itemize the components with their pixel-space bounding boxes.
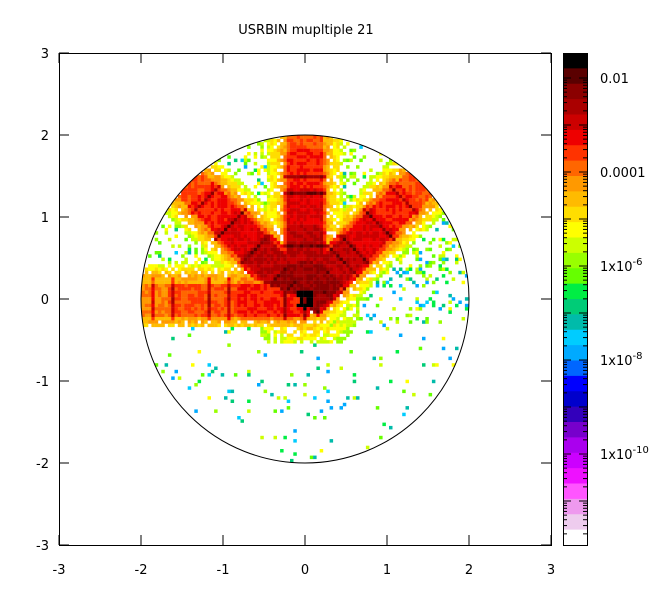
x-tick-label: 1	[383, 563, 391, 578]
colorbar-band	[563, 145, 587, 162]
colorbar-frame	[563, 53, 588, 546]
colorbar-band	[563, 498, 587, 515]
colorbar-band	[563, 191, 587, 208]
y-tick-label: 3	[41, 47, 49, 62]
y-tick-label: 0	[41, 293, 49, 308]
colorbar-band	[563, 53, 587, 69]
y-axis: 3 2 1 0 -1 -2 -3	[36, 47, 551, 554]
colorbar-band	[563, 391, 587, 408]
colorbar-band	[563, 422, 587, 438]
colorbar-label: 0.0001	[600, 166, 646, 181]
colorbar-band	[563, 299, 587, 315]
colorbar-band	[563, 206, 587, 223]
colorbar-label: 1x10-6	[600, 257, 643, 275]
y-tick-label: 2	[41, 129, 49, 144]
colorbar-band	[563, 252, 587, 269]
colorbar-band	[563, 514, 587, 531]
colorbar-band	[563, 468, 587, 485]
colorbar-band	[563, 176, 587, 192]
colorbar-band	[563, 160, 587, 177]
colorbar-band	[563, 529, 587, 546]
colorbar-band	[563, 375, 587, 392]
colorbar-band	[563, 452, 587, 469]
x-tick-label: 3	[547, 563, 555, 578]
x-tick-label: 0	[301, 563, 309, 578]
colorbar-band	[563, 360, 587, 377]
y-tick-label: -3	[36, 539, 49, 554]
boundary-circle	[140, 134, 470, 464]
y-tick-label: 1	[41, 211, 49, 226]
x-tick-label: -3	[53, 563, 66, 578]
colorbar-band	[563, 437, 587, 454]
colorbar-band	[563, 483, 587, 500]
colorbar-band	[563, 345, 587, 362]
colorbar-label: 0.01	[600, 72, 629, 87]
x-axis: -3 -2 -1 0 1 2 3	[53, 53, 555, 578]
colorbar-label: 1x10-8	[600, 351, 643, 369]
x-tick-label: -1	[217, 563, 230, 578]
x-tick-label: -2	[135, 563, 148, 578]
heatmap-area	[141, 135, 469, 463]
colorbar-band	[563, 222, 587, 239]
colorbar-band	[563, 314, 587, 331]
y-tick-label: -1	[36, 375, 49, 390]
chart-title: USRBIN mupltiple 21	[238, 23, 373, 38]
colorbar-band	[563, 268, 587, 285]
colorbar-band	[563, 283, 587, 300]
colorbar: 0.01 0.0001 1x10-6 1x10-8 1x10-10	[563, 53, 649, 546]
colorbar-label: 1x10-10	[600, 445, 649, 463]
colorbar-band	[563, 129, 587, 146]
colorbar-band	[563, 83, 587, 100]
x-tick-label: 2	[465, 563, 473, 578]
colorbar-band	[563, 406, 587, 423]
colorbar-band	[563, 68, 587, 85]
y-tick-label: -2	[36, 457, 49, 472]
colorbar-band	[563, 114, 587, 131]
colorbar-band	[563, 329, 587, 346]
colorbar-band	[563, 99, 587, 116]
colorbar-band	[563, 237, 587, 254]
